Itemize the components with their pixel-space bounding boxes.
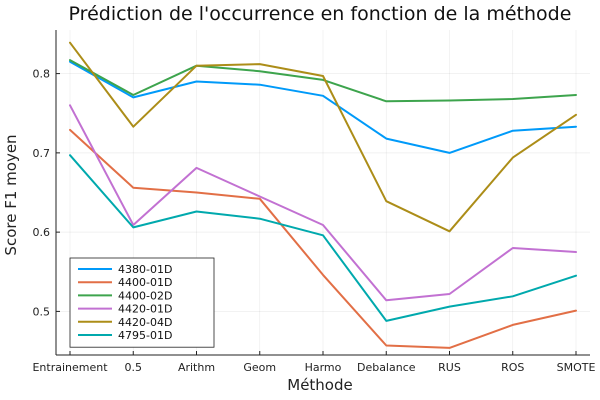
x-tick-label: Debalance [357, 361, 416, 374]
legend-box [69, 257, 215, 348]
series-layer [69, 41, 577, 349]
x-tick-label: Harmo [305, 361, 342, 374]
series-line-4420-01D [69, 104, 577, 302]
legend-label-4420-01D: 4420-01D [118, 303, 172, 316]
legend-label-4400-01D: 4400-01D [118, 276, 172, 289]
x-tick-label: Entrainement [32, 361, 108, 374]
legend-label-4400-02D: 4400-02D [118, 289, 172, 302]
x-tick-label: 0.5 [125, 361, 143, 374]
x-tick-label: SMOTE [557, 361, 596, 374]
legend: 4380-01D4400-01D4400-02D4420-01D4420-04D… [69, 257, 215, 348]
series-line-4380-01D [69, 60, 577, 154]
labels-layer: Entrainement 0.5 Arithm Geom Harmo Debalance R… [32, 68, 595, 374]
x-tick-label: ROS [501, 361, 524, 374]
x-tick-label: Arithm [178, 361, 215, 374]
x-tick-label: RUS [438, 361, 461, 374]
y-tick-label: 0.5 [33, 305, 51, 318]
y-axis-title: Score F1 moyen [2, 134, 20, 255]
legend-label-4795-01D: 4795-01D [118, 329, 172, 342]
y-tick-label: 0.6 [33, 226, 51, 239]
chart-title: Prédiction de l'occurrence en fonction d… [69, 3, 572, 25]
y-tick-label: 0.7 [33, 147, 51, 160]
x-tick-label: Geom [243, 361, 276, 374]
axes-layer [55, 30, 590, 356]
series-line-4400-02D [69, 59, 577, 103]
legend-label-4380-01D: 4380-01D [118, 263, 172, 276]
series-line-4400-01D [69, 128, 577, 349]
x-axis-title: Méthode [287, 376, 353, 394]
series-line-4420-04D [69, 41, 577, 233]
y-tick-label: 0.8 [33, 68, 51, 81]
series-line-4795-01D [69, 154, 577, 322]
legend-label-4420-04D: 4420-04D [118, 316, 172, 329]
